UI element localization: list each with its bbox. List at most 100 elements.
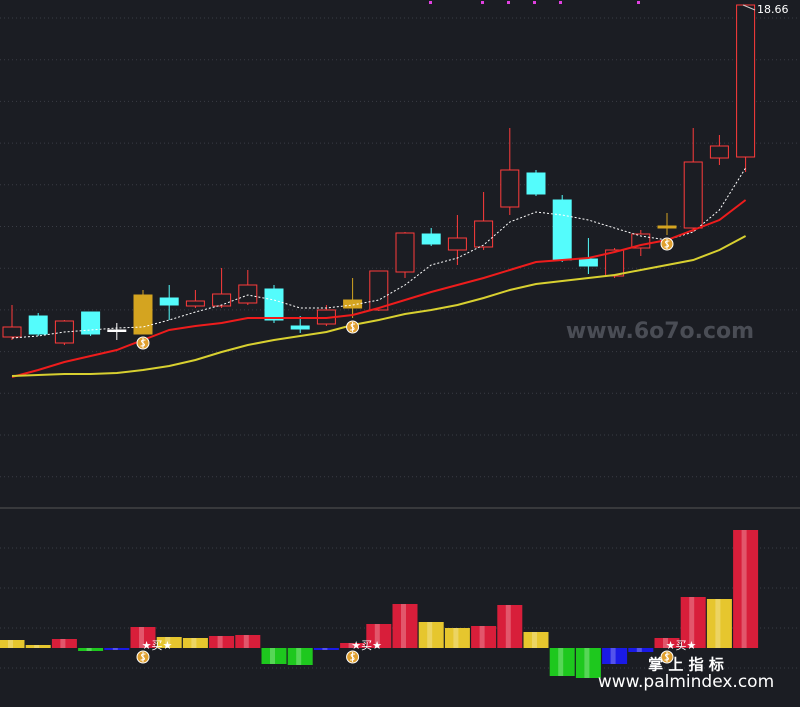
bar (628, 648, 654, 652)
bar (182, 638, 208, 648)
money-bag-icon (664, 239, 670, 249)
candle-body (133, 294, 153, 335)
bar-highlight (558, 648, 564, 676)
bar-highlight (401, 604, 406, 648)
bar (471, 626, 497, 648)
moving-average-line (11, 235, 747, 377)
bar (444, 628, 470, 648)
bar-highlight (322, 648, 328, 650)
candle-body (683, 161, 703, 229)
bar (549, 648, 575, 676)
bar-highlight (112, 648, 118, 650)
bar (706, 599, 732, 648)
money-bag-icon (664, 652, 670, 662)
candle-body (736, 4, 756, 158)
bar (261, 648, 287, 664)
bar (51, 639, 77, 648)
bar (0, 640, 25, 648)
candle-body (238, 284, 258, 304)
candle-body (578, 258, 598, 267)
candle-body (500, 169, 520, 208)
bar (418, 622, 444, 648)
candle-body (28, 315, 48, 335)
bar (340, 643, 366, 648)
signal-label: ★买★ (142, 639, 173, 652)
bar (575, 648, 601, 678)
bar (130, 627, 156, 648)
money-bag-icon (140, 652, 146, 662)
bar-highlight (296, 648, 302, 665)
candle-body (657, 225, 677, 229)
candle-body (395, 232, 415, 273)
bar (497, 605, 523, 648)
candle-body (369, 270, 389, 311)
bar (209, 636, 235, 648)
candle-body (185, 300, 205, 307)
money-bag-icon (350, 322, 356, 332)
moving-average-line (11, 199, 747, 378)
moving-average-line (11, 167, 747, 339)
bar-highlight (636, 648, 642, 652)
candle-body (526, 172, 546, 195)
bar-highlight (689, 597, 695, 648)
candle-body (290, 325, 310, 330)
bar-highlight (243, 635, 249, 648)
bar (104, 648, 130, 650)
bar (313, 648, 339, 650)
bar (654, 638, 680, 648)
bar-highlight (741, 530, 747, 648)
bar-highlight (139, 627, 144, 648)
bar (392, 604, 418, 648)
bar-highlight (165, 637, 171, 648)
bar-highlight (8, 640, 13, 648)
bar-highlight (663, 638, 668, 648)
bar-highlight (532, 632, 537, 648)
watermark: www.palmindex.com (598, 672, 774, 692)
candle-body (474, 220, 494, 248)
last-price-label: 18.66 (757, 3, 789, 16)
bar (733, 530, 759, 648)
bar-highlight (427, 622, 433, 648)
bar-highlight (505, 605, 511, 648)
bar (680, 597, 706, 648)
candle-body (264, 288, 284, 321)
bar (602, 648, 628, 664)
watermark: www.6o7o.com (566, 319, 754, 344)
bar-highlight (374, 624, 380, 648)
bar (287, 648, 313, 665)
candle-body (447, 237, 467, 251)
candle-body (107, 329, 127, 332)
bar (235, 635, 261, 648)
signal-label: ★买★ (666, 639, 697, 652)
candle-body (81, 311, 101, 335)
candle-body (2, 326, 22, 338)
candle-body (552, 199, 572, 261)
price-pointer (742, 4, 756, 11)
bar (78, 648, 104, 651)
top-dots (429, 1, 640, 4)
bar-highlight (34, 645, 40, 648)
bar-highlight (610, 648, 616, 664)
bar (366, 624, 392, 648)
bar-highlight (584, 648, 590, 678)
bar-highlight (479, 626, 485, 648)
bar-highlight (217, 636, 223, 648)
candle-body (343, 299, 363, 309)
candle-body (159, 297, 179, 306)
candle-body (212, 293, 232, 307)
candle-body (421, 233, 441, 245)
money-bag-icon (350, 652, 356, 662)
bar-highlight (270, 648, 275, 664)
bar-highlight (191, 638, 197, 648)
signal-label: ★买★ (351, 639, 382, 652)
bar (156, 637, 182, 648)
bar-highlight (348, 643, 354, 648)
candle-body (709, 145, 729, 159)
bar (523, 632, 549, 648)
watermark: 掌 上 指 标 (648, 656, 724, 674)
bar-highlight (715, 599, 721, 648)
money-bag-icon (140, 338, 146, 348)
bar (25, 645, 51, 648)
bar-highlight (60, 639, 66, 648)
